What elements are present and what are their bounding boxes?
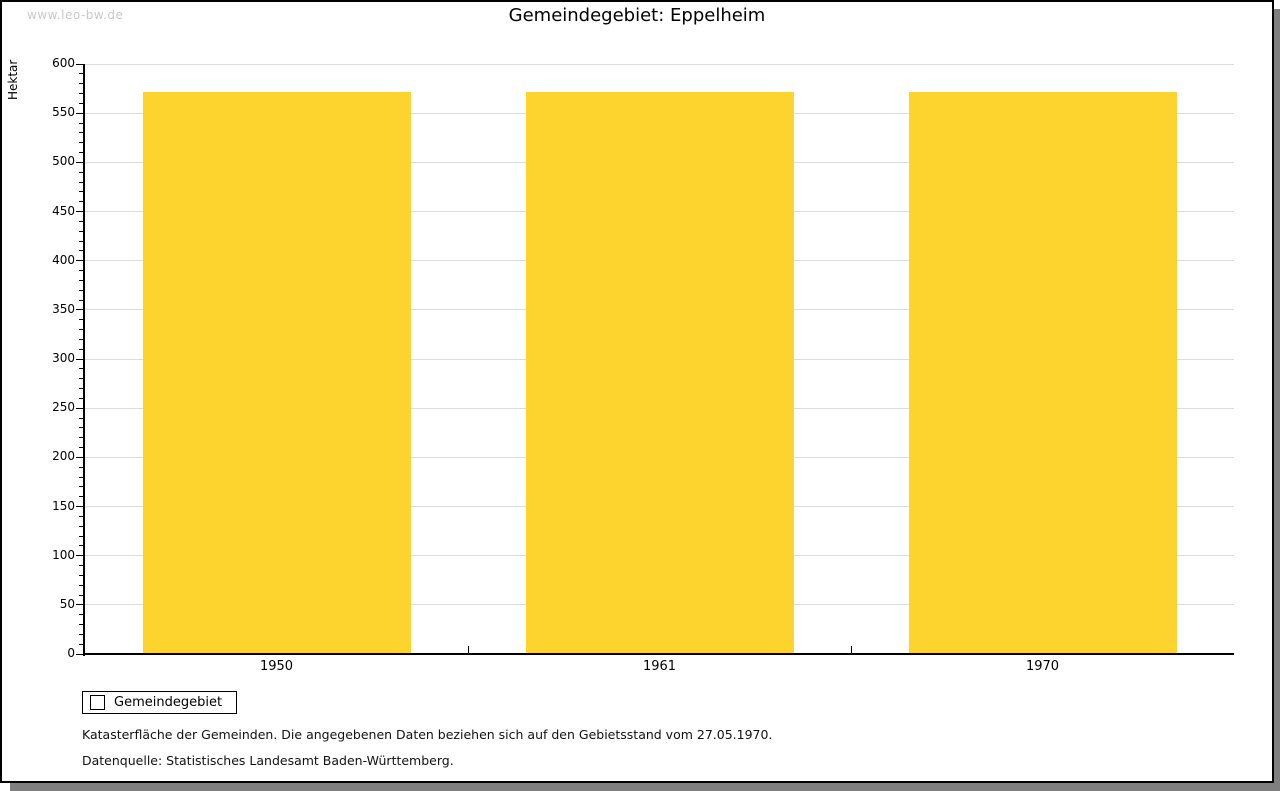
- y-minor-tick: [79, 447, 83, 448]
- y-minor-tick: [79, 515, 83, 517]
- y-minor-tick: [79, 643, 83, 645]
- y-minor-tick: [79, 132, 83, 134]
- watermark-text: www.leo-bw.de: [27, 8, 124, 22]
- y-axis-line: [83, 64, 85, 656]
- x-tick-label-1970: 1970: [1025, 659, 1060, 674]
- y-minor-tick: [79, 73, 83, 75]
- y-minor-tick: [79, 191, 83, 193]
- y-minor-tick: [79, 270, 83, 271]
- y-minor-tick: [79, 230, 83, 232]
- y-major-tick: [76, 260, 83, 262]
- y-major-tick: [76, 309, 83, 311]
- y-minor-tick: [79, 181, 83, 183]
- y-minor-tick: [79, 437, 83, 439]
- footnote-description: Katasterfläche der Gemeinden. Die angege…: [82, 727, 773, 742]
- y-major-tick: [76, 112, 83, 114]
- x-boundary-tick: [851, 646, 852, 653]
- y-major-tick: [76, 555, 83, 557]
- y-major-tick: [76, 604, 83, 606]
- bar-1961: [525, 91, 794, 654]
- y-minor-tick: [79, 525, 83, 527]
- y-minor-tick: [79, 633, 83, 635]
- y-major-tick: [76, 407, 83, 409]
- y-tick-label-50: 50: [59, 596, 75, 611]
- y-minor-tick: [79, 289, 83, 291]
- y-minor-tick: [79, 476, 83, 478]
- footnote-source: Datenquelle: Statistisches Landesamt Bad…: [82, 753, 454, 768]
- y-tick-label-0: 0: [67, 646, 75, 660]
- y-minor-tick: [79, 614, 83, 616]
- y-major-tick: [76, 63, 83, 65]
- y-minor-tick: [79, 319, 83, 321]
- y-tick-label-250: 250: [52, 400, 75, 415]
- y-minor-tick: [79, 594, 83, 596]
- y-minor-tick: [79, 142, 83, 144]
- y-minor-tick: [79, 93, 83, 94]
- x-tick-label-1950: 1950: [259, 659, 294, 674]
- y-major-tick: [76, 456, 83, 458]
- legend-swatch-gemeindegebiet: [90, 695, 105, 710]
- y-minor-tick: [79, 250, 83, 252]
- y-tick-label-350: 350: [52, 301, 75, 316]
- y-minor-tick: [79, 427, 83, 429]
- x-tick-label-1961: 1961: [642, 659, 677, 674]
- y-minor-tick: [79, 535, 83, 537]
- x-axis-line: [83, 653, 1234, 655]
- bar-1970: [908, 91, 1177, 654]
- y-major-tick: [76, 358, 83, 360]
- y-major-tick: [76, 211, 83, 212]
- y-major-tick: [76, 506, 83, 507]
- y-tick-label-300: 300: [52, 351, 75, 365]
- y-axis-title: Hektar: [6, 59, 20, 101]
- y-tick-label-200: 200: [52, 449, 75, 464]
- x-boundary-tick: [468, 646, 469, 653]
- y-minor-tick: [79, 201, 83, 203]
- y-minor-tick: [79, 368, 83, 370]
- y-tick-label-600: 600: [52, 56, 75, 70]
- y-tick-label-500: 500: [52, 154, 75, 169]
- y-minor-tick: [79, 152, 83, 153]
- y-major-tick: [76, 653, 83, 655]
- y-minor-tick: [79, 388, 83, 389]
- y-tick-label-100: 100: [52, 547, 75, 562]
- y-gridline-600: [85, 63, 1234, 65]
- y-minor-tick: [79, 102, 83, 104]
- y-tick-label-150: 150: [52, 498, 75, 513]
- y-minor-tick: [79, 240, 83, 242]
- y-minor-tick: [79, 299, 83, 301]
- y-minor-tick: [79, 83, 83, 85]
- y-minor-tick: [79, 338, 83, 340]
- y-minor-tick: [79, 348, 83, 350]
- y-minor-tick: [79, 486, 83, 488]
- y-minor-tick: [79, 329, 83, 330]
- y-minor-tick: [79, 466, 83, 468]
- y-minor-tick: [79, 545, 83, 547]
- y-minor-tick: [79, 220, 83, 222]
- y-minor-tick: [79, 122, 83, 124]
- y-minor-tick: [79, 417, 83, 419]
- y-minor-tick: [79, 624, 83, 625]
- legend-label: Gemeindegebiet: [114, 695, 223, 710]
- y-minor-tick: [79, 496, 83, 498]
- y-tick-label-400: 400: [52, 252, 75, 267]
- page-title: Gemeindegebiet: Eppelheim: [508, 5, 766, 26]
- y-minor-tick: [79, 584, 83, 586]
- y-minor-tick: [79, 397, 83, 399]
- bar-1950: [142, 91, 411, 654]
- chart-legend: Gemeindegebiet: [82, 691, 238, 714]
- y-tick-label-450: 450: [52, 203, 75, 218]
- y-minor-tick: [79, 378, 83, 380]
- y-minor-tick: [79, 574, 83, 576]
- y-minor-tick: [79, 565, 83, 566]
- y-minor-tick: [79, 279, 83, 281]
- y-tick-label-550: 550: [52, 105, 75, 120]
- y-major-tick: [76, 161, 83, 163]
- y-minor-tick: [79, 171, 83, 173]
